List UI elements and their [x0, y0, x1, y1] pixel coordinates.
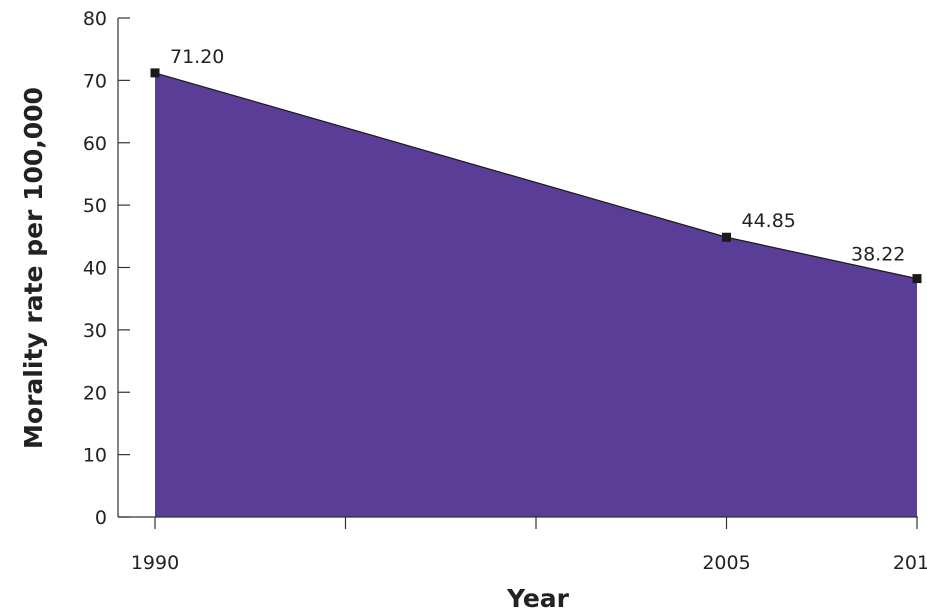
y-tick-label: 50: [83, 195, 107, 217]
data-point-marker: [722, 232, 731, 242]
y-tick-label: 10: [83, 445, 107, 467]
x-tick-label: 2010: [893, 552, 927, 574]
area-layer: [154, 72, 918, 517]
y-tick-label: 40: [83, 258, 107, 280]
data-point-marker: [150, 68, 160, 78]
x-tick-label: 2005: [702, 552, 750, 574]
area-fill: [155, 72, 917, 517]
y-tick-label: 70: [83, 70, 107, 92]
data-label: 38.22: [851, 244, 905, 266]
y-tick-label: 20: [83, 382, 107, 404]
y-tick-label: 0: [95, 507, 107, 529]
data-labels: 71.20 44.85 38.22: [170, 46, 905, 266]
x-tick-label: 1990: [131, 552, 179, 574]
y-axis-title: Morality rate per 100,000: [19, 87, 48, 449]
data-label: 71.20: [170, 46, 224, 68]
y-tick-label: 80: [83, 8, 107, 30]
data-point-marker: [912, 274, 922, 284]
x-axis-title: Year: [506, 584, 570, 610]
data-label: 44.85: [742, 210, 796, 232]
y-tick-label: 30: [83, 320, 107, 342]
y-tick-label: 60: [83, 133, 107, 155]
y-tick-labels: 0 10 20 30 40 50 60 70 80: [83, 8, 107, 529]
x-tick-labels: 1990 2005 2010: [131, 552, 927, 574]
axes: [117, 17, 918, 529]
data-markers: [150, 68, 922, 284]
